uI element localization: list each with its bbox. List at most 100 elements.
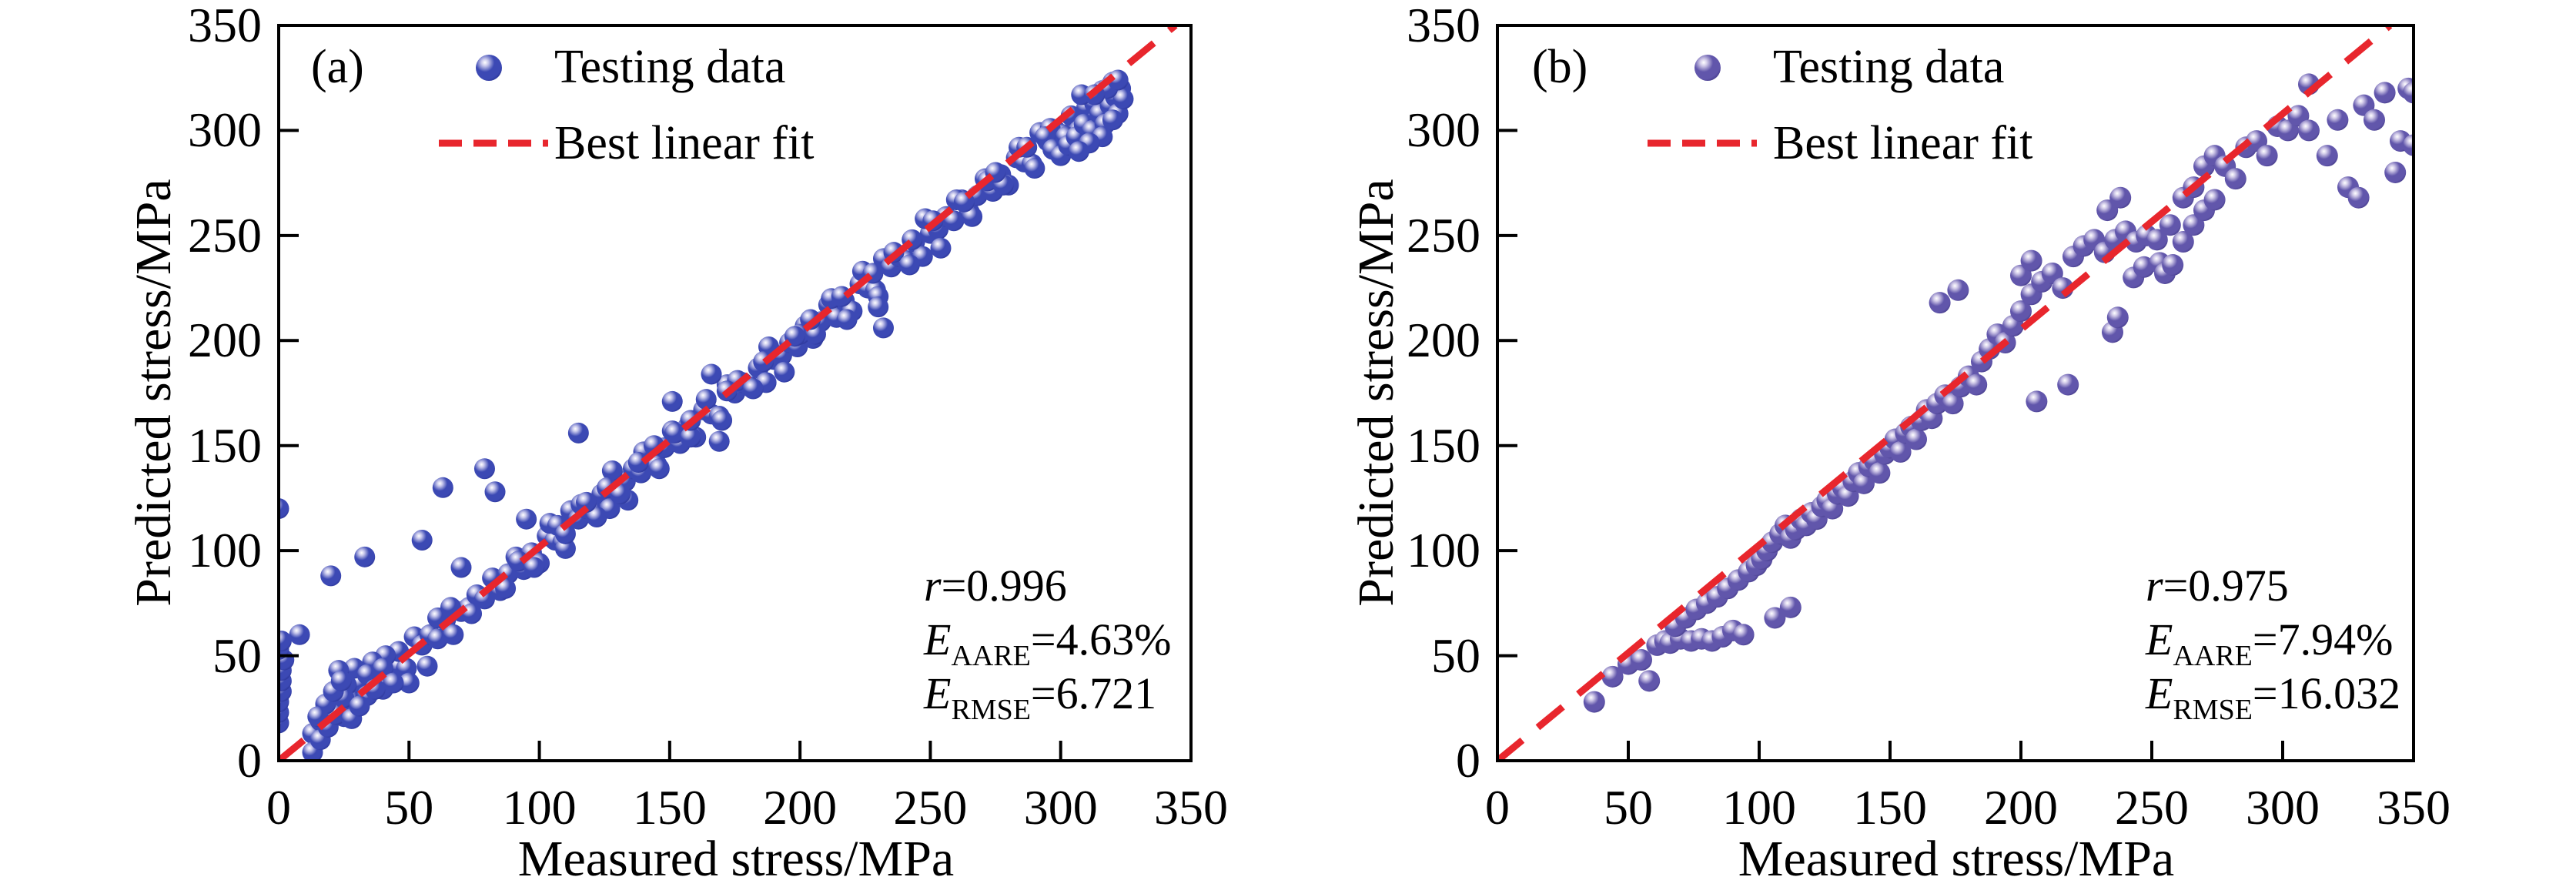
testing-data-point (1853, 472, 1875, 494)
testing-data-point (1905, 428, 1927, 450)
testing-data-point (930, 237, 952, 259)
testing-data-point (289, 624, 310, 645)
testing-data-point (516, 508, 537, 530)
stat-aare-subscript: AARE (951, 640, 1031, 672)
testing-data-point (898, 254, 920, 276)
testing-data-point (576, 491, 597, 513)
y-tick-label: 350 (1407, 0, 1480, 52)
testing-data-point (1631, 649, 1652, 671)
testing-data-point (2106, 306, 2129, 329)
testing-data-point (1107, 69, 1129, 91)
x-tick-label: 350 (2377, 780, 2451, 835)
stats-annotation-a: r=0.996 EAARE=4.63% ERMSE=6.721 (924, 559, 1171, 725)
testing-data-point (1889, 440, 1912, 463)
x-axis-title-a: Measured stress/MPa (517, 831, 955, 887)
testing-data-point (1638, 670, 1661, 692)
testing-data-point (432, 477, 453, 498)
testing-data-point (354, 546, 376, 567)
testing-data-point (1929, 292, 1951, 314)
x-tick-label: 200 (1984, 780, 2058, 835)
x-tick-label: 200 (763, 780, 838, 835)
testing-data-point (1102, 109, 1123, 131)
testing-data-point (711, 410, 733, 431)
testing-data-point (2026, 390, 2048, 413)
testing-data-point (872, 317, 894, 339)
stat-e-symbol: E (2146, 614, 2173, 664)
legend-best-linear-fit-label-a: Best linear fit (554, 117, 815, 169)
stat-aare-a: EAARE=4.63% (924, 613, 1171, 671)
x-tick-label: 0 (1485, 780, 1510, 835)
x-tick-label: 100 (502, 780, 577, 835)
testing-data-point (398, 672, 420, 694)
testing-data-point (349, 695, 370, 717)
testing-data-point (1732, 624, 1755, 646)
best-linear-fit-line (280, 27, 1178, 759)
testing-data-point (484, 481, 506, 503)
stat-aare-value: =7.94% (2252, 614, 2394, 664)
stats-annotation-b: r=0.975 EAARE=7.94% ERMSE=16.032 (2146, 559, 2400, 725)
y-tick-label: 0 (237, 733, 262, 788)
y-tick-label: 50 (1431, 628, 1480, 683)
testing-data-point (1112, 89, 1134, 109)
testing-data-point (1942, 393, 1964, 415)
y-axis-title-b: Predicted stress/MPa (1348, 179, 1404, 607)
testing-data-point (427, 628, 449, 650)
legend-testing-data-marker (476, 55, 502, 81)
y-tick-label: 150 (188, 417, 262, 473)
testing-data-point (280, 498, 289, 519)
testing-data-point (2374, 82, 2396, 104)
testing-data-point (2256, 145, 2278, 167)
testing-data-point (701, 363, 722, 385)
stat-r-b: r=0.975 (2146, 559, 2400, 613)
testing-data-point (2159, 214, 2181, 236)
testing-data-point (417, 655, 438, 677)
stat-rmse-subscript: RMSE (951, 694, 1031, 726)
data-area-a (280, 27, 1178, 759)
scatter-plot-a (277, 24, 1193, 762)
testing-data-point (695, 389, 717, 410)
stat-e-symbol: E (2146, 668, 2173, 718)
x-tick-label: 150 (632, 780, 707, 835)
testing-data-point (2403, 82, 2412, 104)
testing-data-point (567, 422, 589, 444)
testing-data-point (2384, 162, 2407, 183)
y-tick-label: 100 (1407, 523, 1480, 578)
testing-data-point (320, 565, 342, 587)
stat-rmse-a: ERMSE=6.721 (924, 667, 1171, 725)
x-tick-label: 250 (2115, 780, 2189, 835)
stat-r-symbol: r (2146, 561, 2163, 611)
panel-label-a: (a) (311, 41, 364, 93)
stat-e-symbol: E (924, 668, 952, 718)
testing-data-point (2364, 109, 2385, 131)
testing-data-point (648, 458, 670, 480)
testing-data-point (661, 390, 683, 412)
testing-data-point (2109, 186, 2132, 209)
testing-data-point (1965, 373, 1988, 396)
testing-data-point (2162, 254, 2184, 276)
testing-data-point (2057, 373, 2079, 396)
legend-testing-data-label-a: Testing data (554, 41, 786, 93)
testing-data-point (2316, 145, 2338, 167)
testing-data-point (554, 523, 576, 544)
testing-data-point (1779, 596, 1802, 618)
data-area-b (1499, 27, 2412, 759)
testing-data-point (411, 530, 433, 551)
testing-data-point (836, 309, 858, 330)
best-linear-fit-line (1499, 27, 2393, 759)
y-tick-label: 0 (1456, 733, 1480, 788)
y-tick-label: 350 (188, 0, 262, 52)
testing-data-point (383, 672, 404, 694)
testing-data-point (1024, 158, 1045, 179)
testing-data-point (664, 422, 686, 444)
x-tick-label: 300 (1023, 780, 1098, 835)
x-tick-label: 350 (1154, 780, 1228, 835)
testing-data-point (372, 658, 393, 679)
testing-data-point (601, 460, 623, 481)
y-tick-label: 200 (1407, 313, 1480, 368)
stat-e-symbol: E (924, 614, 952, 664)
stat-aare-subscript: AARE (2173, 640, 2253, 672)
testing-data-point (2020, 249, 2042, 272)
testing-data-point (2010, 300, 2032, 323)
testing-data-point (473, 588, 495, 610)
